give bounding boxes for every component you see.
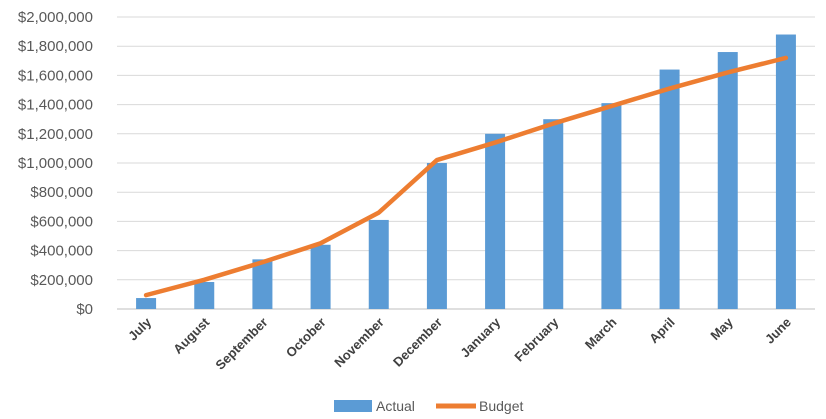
actual-series-bars <box>136 34 796 310</box>
x-tick-label: November <box>331 315 387 371</box>
x-tick-label: April <box>646 315 678 347</box>
legend-label-budget: Budget <box>479 398 523 414</box>
bar-actual-february <box>543 119 564 309</box>
bar-actual-august <box>194 281 215 309</box>
y-tick-label: $1,800,000 <box>18 38 93 55</box>
bar-actual-june <box>775 34 796 310</box>
y-tick-label: $200,000 <box>30 272 93 289</box>
x-tick-label: June <box>762 315 794 347</box>
y-tick-label: $1,200,000 <box>18 126 93 143</box>
gridlines <box>117 16 815 310</box>
bar-actual-october <box>310 244 331 309</box>
x-axis-tick-labels: July August September October November Decemb… <box>125 314 794 373</box>
bar-actual-march <box>601 103 622 309</box>
y-axis-tick-labels: $0 $200,000 $400,000 $600,000 $800,000 $1,000… <box>18 9 93 318</box>
x-tick-label: July <box>125 314 155 344</box>
y-tick-label: $1,400,000 <box>18 97 93 114</box>
bar-actual-january <box>485 133 506 309</box>
x-tick-label: January <box>457 314 503 360</box>
legend-swatch-actual <box>334 400 372 412</box>
bar-actual-december <box>426 163 447 309</box>
budget-line <box>143 55 789 298</box>
bar-actual-july <box>136 298 157 309</box>
y-tick-label: $400,000 <box>30 243 93 260</box>
legend-label-actual: Actual <box>376 398 415 414</box>
y-tick-label: $800,000 <box>30 184 93 201</box>
x-tick-label: December <box>390 315 445 370</box>
bar-actual-november <box>368 219 389 309</box>
bar-actual-april <box>659 69 680 309</box>
y-tick-label: $2,000,000 <box>18 9 93 26</box>
x-tick-label: March <box>582 314 620 352</box>
x-tick-label: May <box>707 314 736 343</box>
x-tick-label: October <box>283 315 329 361</box>
y-tick-label: $1,600,000 <box>18 67 93 84</box>
y-tick-label: $600,000 <box>30 213 93 230</box>
budget-series-line <box>143 55 789 298</box>
bar-actual-september <box>252 259 273 309</box>
x-tick-label: February <box>511 314 561 364</box>
bar-actual-may <box>717 52 738 309</box>
y-tick-label: $0 <box>76 301 93 318</box>
y-tick-label: $1,000,000 <box>18 155 93 172</box>
legend: Actual Budget <box>334 398 523 414</box>
x-tick-label: September <box>212 315 270 373</box>
x-tick-label: August <box>170 314 213 357</box>
